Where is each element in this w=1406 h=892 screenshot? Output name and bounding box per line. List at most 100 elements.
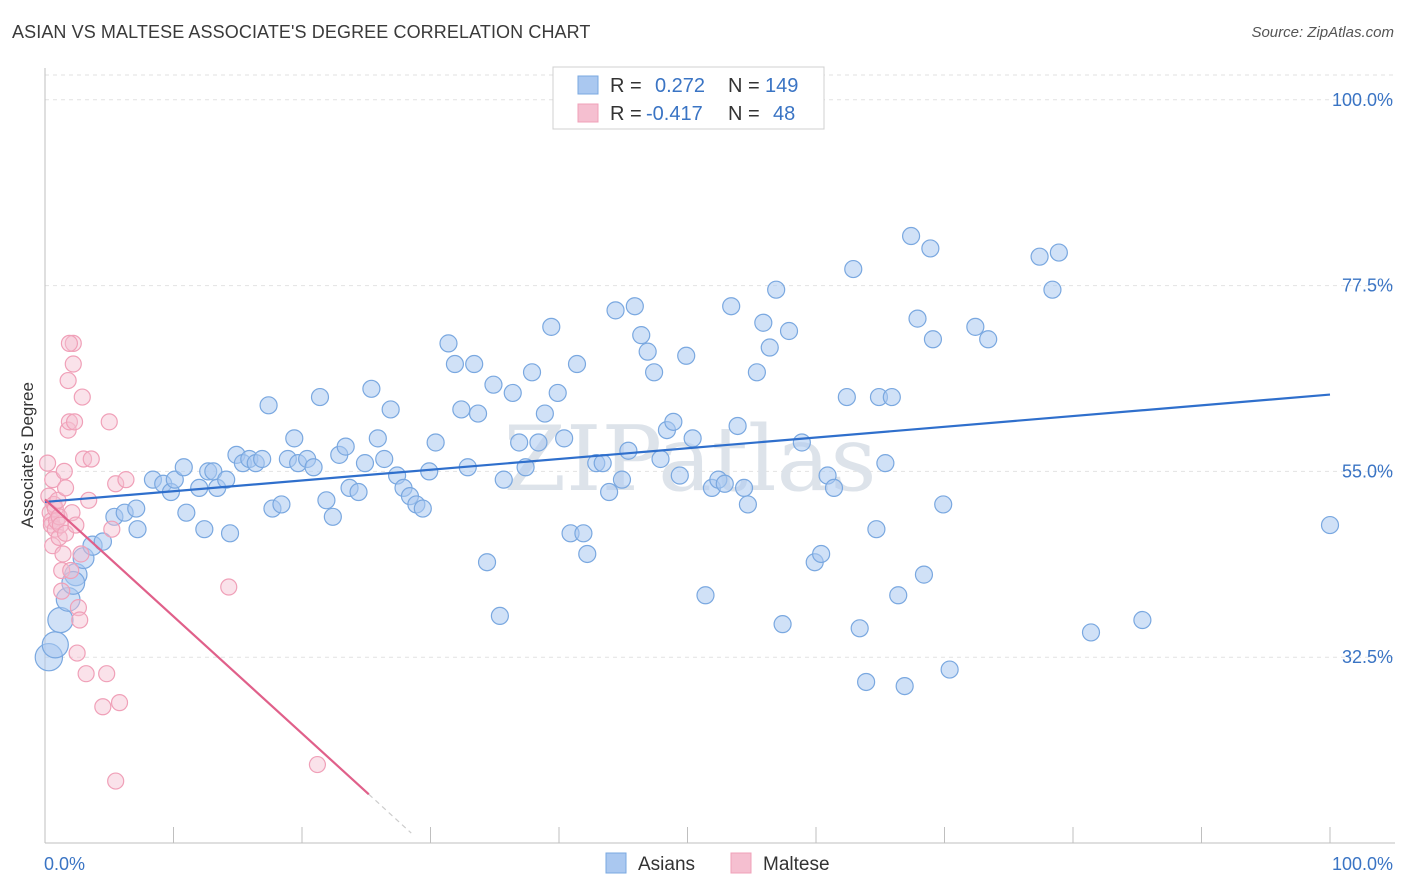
maltese-point <box>94 698 112 716</box>
series-legend: Asians Maltese <box>605 852 830 875</box>
maltese-trend-extension <box>368 793 412 834</box>
x-tick-label-max: 100.0% <box>1332 854 1393 874</box>
asian-point <box>824 478 844 498</box>
asian-point <box>217 470 236 489</box>
grid-lines <box>45 74 1395 658</box>
asian-point <box>1081 623 1101 642</box>
asian-point <box>914 565 934 584</box>
asian-point <box>567 354 587 374</box>
legend-r-label-asians: R = <box>610 75 642 97</box>
maltese-point <box>100 413 118 431</box>
maltese-point <box>54 545 72 563</box>
asian-point <box>651 449 670 469</box>
asian-point <box>1133 610 1152 630</box>
maltese-point <box>64 355 82 373</box>
legend-r-value-asians: 0.272 <box>655 75 705 97</box>
asian-point <box>285 429 304 448</box>
asian-point <box>850 619 869 638</box>
maltese-point <box>308 755 327 774</box>
asian-point <box>625 297 644 316</box>
asian-point <box>722 297 741 316</box>
legend-swatch-maltese <box>577 103 599 123</box>
asian-point <box>349 482 368 502</box>
asian-point <box>760 338 779 357</box>
asian-point <box>1030 247 1049 266</box>
asian-point <box>593 454 612 473</box>
asian-point <box>889 586 908 605</box>
source-credit: Source: ZipAtlas.com <box>1251 24 1394 41</box>
asian-point <box>747 363 766 382</box>
legend-r-label-maltese: R = <box>610 103 642 125</box>
maltese-point <box>53 561 71 580</box>
asian-point <box>555 429 574 448</box>
asian-point <box>574 524 593 543</box>
asian-point <box>259 396 278 415</box>
asian-point <box>1043 280 1062 299</box>
asian-point <box>542 317 561 336</box>
maltese-point <box>107 475 125 493</box>
y-tick-label: 32.5% <box>1342 647 1393 667</box>
maltese-point <box>73 388 91 406</box>
asian-point <box>355 454 375 473</box>
maltese-point <box>60 413 79 431</box>
asian-point <box>921 239 940 258</box>
asian-point <box>381 400 400 419</box>
maltese-trend-line <box>44 498 370 796</box>
asian-point <box>503 383 522 403</box>
asian-point <box>767 280 786 299</box>
asian-point <box>445 354 465 374</box>
y-tick-label: 100.0% <box>1332 90 1393 110</box>
asian-point <box>876 454 895 473</box>
y-tick-label: 55.0% <box>1342 461 1393 481</box>
asian-point <box>677 346 696 365</box>
asian-point <box>578 544 597 564</box>
asian-point <box>93 532 113 551</box>
asian-point <box>812 544 831 564</box>
legend-swatch-asians <box>577 75 599 95</box>
asian-point <box>612 470 632 489</box>
trend-lines <box>44 393 1331 834</box>
asian-point <box>966 317 985 336</box>
asian-point <box>452 400 471 419</box>
series-maltese-points <box>38 334 327 790</box>
legend-r-value-maltese: -0.417 <box>646 103 703 125</box>
asian-point <box>477 553 497 572</box>
asian-point <box>1320 515 1340 535</box>
legend-n-label-maltese: N = <box>728 103 760 125</box>
y-tick-labels: 32.5% 55.0% 77.5% 100.0% <box>1332 90 1393 667</box>
asian-point <box>792 433 811 452</box>
asian-point <box>439 334 458 353</box>
maltese-point <box>69 599 88 617</box>
asian-point <box>844 259 863 279</box>
asian-point <box>195 520 214 539</box>
asian-point <box>867 520 886 539</box>
maltese-point <box>67 516 85 534</box>
maltese-point <box>103 520 121 538</box>
asian-point <box>734 478 754 498</box>
asian-point <box>696 586 715 605</box>
asian-point <box>127 499 146 518</box>
maltese-point <box>98 665 116 683</box>
asian-point <box>1049 243 1068 262</box>
asian-point <box>664 412 683 431</box>
asian-point <box>304 458 323 477</box>
maltese-point <box>77 665 95 683</box>
asian-point <box>465 354 484 374</box>
y-tick-label: 77.5% <box>1342 276 1393 296</box>
maltese-point <box>38 454 57 472</box>
legend-n-value-maltese: 48 <box>773 103 795 125</box>
asian-point <box>362 379 381 398</box>
asian-point <box>882 387 901 407</box>
asian-point <box>413 499 432 518</box>
asian-point <box>128 520 147 539</box>
asian-point <box>336 437 355 456</box>
y-axis-label: Associate's Degree <box>18 382 37 528</box>
asian-point <box>683 429 702 448</box>
asian-point <box>837 387 856 407</box>
asian-point <box>940 660 959 679</box>
x-tick-labels: 0.0% 100.0% <box>44 854 1393 874</box>
asian-point <box>522 363 542 382</box>
asian-point <box>535 404 554 423</box>
maltese-point <box>110 694 129 712</box>
